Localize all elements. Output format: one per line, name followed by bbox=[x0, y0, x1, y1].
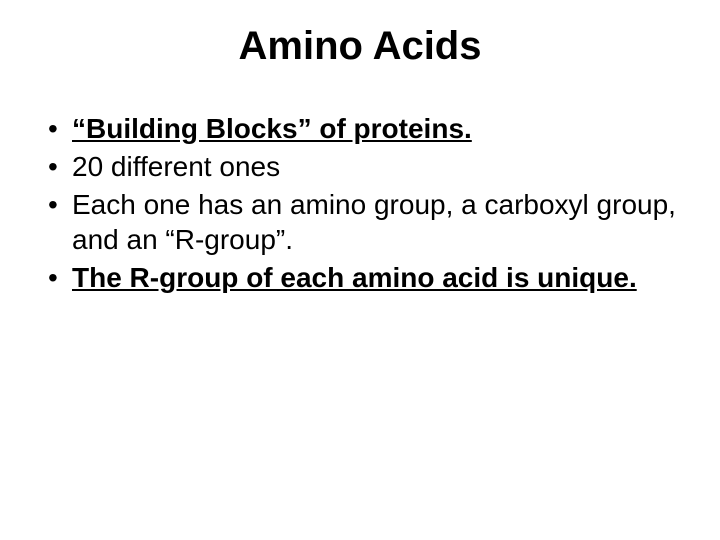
bullet-text: Each one has an amino group, a carboxyl … bbox=[72, 189, 676, 256]
list-item: The R-group of each amino acid is unique… bbox=[44, 260, 684, 296]
bullet-text: 20 different ones bbox=[72, 151, 280, 182]
bullet-list: “Building Blocks” of proteins. 20 differ… bbox=[36, 111, 684, 296]
list-item: 20 different ones bbox=[44, 149, 684, 185]
slide: Amino Acids “Building Blocks” of protein… bbox=[0, 0, 720, 540]
list-item: “Building Blocks” of proteins. bbox=[44, 111, 684, 147]
list-item: Each one has an amino group, a carboxyl … bbox=[44, 187, 684, 259]
slide-title: Amino Acids bbox=[36, 24, 684, 69]
bullet-text: The R-group of each amino acid is unique… bbox=[72, 262, 637, 293]
bullet-text: “Building Blocks” of proteins. bbox=[72, 113, 472, 144]
